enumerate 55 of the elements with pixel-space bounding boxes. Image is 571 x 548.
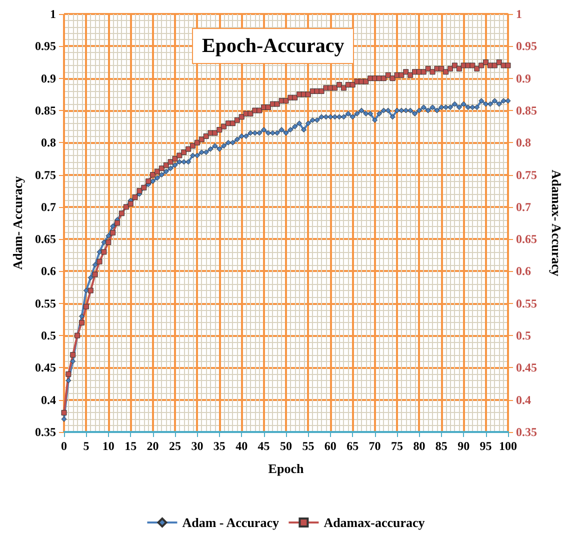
y2-tick-label: 0.6 (516, 264, 531, 278)
x-tick-label: 10 (102, 439, 114, 453)
y2-tick-label: 0.75 (516, 168, 537, 182)
x-tick-label: 55 (302, 439, 314, 453)
x-tick-label: 5 (83, 439, 90, 453)
y2-tick-label: 0.85 (516, 103, 537, 118)
y-tick-label: 0.45 (35, 360, 56, 375)
y-tick-label: 0.55 (35, 296, 56, 310)
y2-tick-label: 0.7 (516, 200, 531, 214)
x-axis-title: Epoch (268, 461, 304, 476)
x-tick-label: 80 (413, 439, 426, 453)
y-tick-label: 0.95 (35, 39, 56, 54)
x-tick-label: 95 (480, 439, 492, 453)
x-tick-label: 60 (324, 439, 336, 453)
y-tick-label: 0.4 (41, 392, 56, 407)
x-tick-label: 20 (146, 439, 159, 453)
y-tick-label: 0.6 (41, 264, 56, 278)
legend-label: Adam - Accuracy (182, 515, 280, 530)
y-tick-label: 0.9 (41, 71, 56, 86)
x-tick-label: 65 (346, 439, 359, 453)
x-tick-label: 0 (61, 439, 67, 453)
y-tick-label: 0.5 (41, 328, 56, 343)
x-tick-label: 85 (435, 439, 448, 453)
x-tick-label: 30 (191, 439, 204, 453)
y2-tick-label: 0.35 (516, 425, 537, 439)
y-tick-label: 1 (50, 7, 56, 21)
x-tick-label: 15 (124, 439, 137, 453)
y-axis-title: Adam- Accuracy (10, 176, 26, 270)
y2-axis-title: Adamax- Accuracy (549, 170, 564, 277)
x-tick-label: 100 (499, 439, 517, 453)
y2-tick-label: 0.95 (516, 39, 537, 54)
x-tick-label: 40 (236, 439, 248, 453)
y2-tick-label: 0.4 (516, 392, 531, 407)
x-tick-label: 90 (458, 439, 470, 453)
x-tick-label: 35 (213, 439, 226, 453)
y2-tick-label: 1 (516, 7, 522, 21)
y-tick-label: 0.65 (35, 232, 56, 246)
y2-tick-label: 0.5 (516, 328, 531, 343)
y-tick-label: 0.35 (35, 425, 56, 439)
x-tick-label: 50 (280, 439, 292, 453)
y-tick-label: 0.85 (35, 103, 56, 118)
legend-label: Adamax-accuracy (324, 515, 426, 530)
x-tick-label: 45 (258, 439, 270, 453)
y-tick-label: 0.8 (41, 136, 56, 150)
y-tick-label: 0.7 (41, 200, 56, 214)
y2-tick-label: 0.9 (516, 71, 531, 86)
x-tick-label: 75 (391, 439, 403, 453)
y2-tick-label: 0.8 (516, 136, 531, 150)
y2-tick-label: 0.65 (516, 232, 537, 246)
y2-tick-label: 0.45 (516, 360, 537, 375)
x-tick-label: 70 (368, 439, 381, 453)
y2-tick-label: 0.55 (516, 296, 537, 310)
text: Epoch-Accuracy (202, 35, 344, 57)
x-tick-label: 25 (169, 439, 181, 453)
y-tick-label: 0.75 (35, 168, 56, 182)
